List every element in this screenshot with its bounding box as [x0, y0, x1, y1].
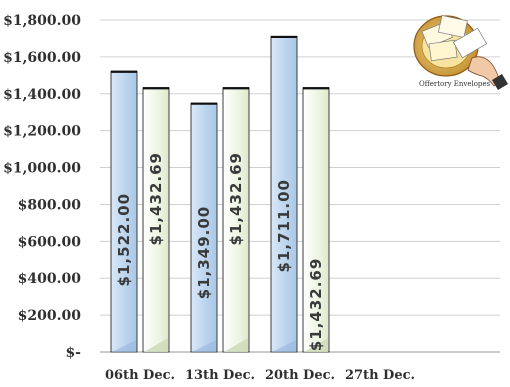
axis-layer: $- $200.00 $400.00 $600.00 $800.00 $1,000.00 $…	[3, 13, 500, 383]
bar-data-label: $1,349.00	[195, 206, 213, 299]
y-tick-label: $400.00	[18, 271, 82, 287]
bar	[302, 87, 330, 353]
bar-bevel	[224, 338, 248, 352]
y-tick-label: $1,000.00	[3, 161, 81, 177]
bar-bevel	[144, 338, 168, 352]
y-tick-label: $1,800.00	[3, 13, 81, 29]
bar-data-label: $1,522.00	[115, 193, 133, 286]
bar-data-label: $1,432.69	[147, 152, 165, 245]
y-tick-label: $800.00	[18, 197, 82, 213]
bar-bevel	[304, 338, 328, 352]
bar	[110, 70, 138, 353]
bar-group	[222, 87, 250, 353]
y-tick-label: $1,400.00	[3, 87, 81, 103]
y-tick-label: $1,600.00	[3, 50, 81, 66]
bar-data-label: $1,432.69	[227, 152, 245, 245]
x-tick-label: 27th Dec.	[345, 368, 415, 383]
bar-data-label: $1,432.69	[307, 258, 325, 351]
y-tick-label: $-	[65, 345, 81, 361]
logo-caption: Offertory Envelopes	[419, 80, 491, 88]
y-tick-label: $600.00	[18, 234, 82, 250]
label-layer: $1,522.00 $1,349.00 $1,711.00 $1,432.69 $1,4…	[115, 152, 325, 351]
x-tick-label: 20th Dec.	[265, 368, 335, 383]
bar-group	[190, 102, 218, 353]
sleeve-icon	[492, 74, 508, 90]
bar-bevel	[192, 340, 216, 352]
envelopes-icon	[421, 15, 488, 62]
bar-group	[110, 70, 138, 353]
bar-group	[270, 35, 298, 353]
hand-icon	[467, 56, 501, 87]
bar-bevel	[272, 340, 296, 352]
x-tick-label: 13th Dec.	[185, 368, 255, 383]
bar-group	[302, 87, 330, 353]
bar	[190, 102, 218, 353]
bar-group	[142, 87, 170, 353]
offertory-envelopes-clipart-icon: Offertory Envelopes	[413, 15, 508, 90]
y-tick-label: $1,200.00	[3, 124, 81, 140]
x-tick-label: 06th Dec.	[105, 368, 175, 383]
bar-data-label: $1,711.00	[275, 179, 293, 272]
y-tick-label: $200.00	[18, 308, 82, 324]
bar-bevel	[112, 340, 136, 352]
bar-layer	[110, 35, 330, 353]
